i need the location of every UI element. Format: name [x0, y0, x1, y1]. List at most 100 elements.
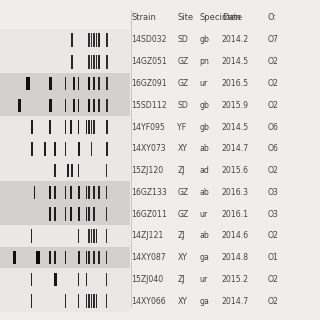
Bar — [106, 33, 108, 47]
Text: 2014.5: 2014.5 — [222, 57, 249, 66]
Bar — [34, 186, 35, 199]
Bar — [71, 164, 73, 177]
Text: 14XY087: 14XY087 — [131, 253, 166, 262]
Bar — [78, 273, 79, 286]
Bar — [0, 290, 130, 312]
Bar — [93, 207, 95, 221]
Bar — [65, 207, 66, 221]
Bar — [65, 251, 66, 264]
Bar — [91, 55, 92, 68]
Bar — [88, 229, 90, 243]
Text: SD: SD — [178, 36, 188, 44]
Bar — [106, 99, 108, 112]
Bar — [65, 99, 66, 112]
Bar — [91, 120, 92, 134]
Bar — [54, 142, 56, 156]
Text: ab: ab — [199, 188, 209, 197]
Bar — [44, 142, 46, 156]
Bar — [0, 116, 130, 138]
Bar — [85, 120, 87, 134]
Bar — [71, 55, 73, 68]
Text: 2015.6: 2015.6 — [222, 166, 249, 175]
Bar — [49, 251, 51, 264]
Text: ad: ad — [199, 166, 209, 175]
Bar — [88, 99, 91, 112]
Bar — [0, 203, 130, 225]
Bar — [78, 186, 80, 199]
Text: O7: O7 — [267, 36, 278, 44]
Text: O6: O6 — [267, 144, 278, 153]
Bar — [93, 229, 95, 243]
Bar — [78, 77, 79, 90]
Bar — [91, 229, 92, 243]
Text: O2: O2 — [267, 275, 278, 284]
Bar — [78, 229, 79, 243]
Text: Date: Date — [222, 13, 242, 22]
Bar — [99, 77, 100, 90]
Bar — [96, 55, 98, 68]
Bar — [54, 273, 57, 286]
Text: gb: gb — [199, 36, 209, 44]
Text: XY: XY — [178, 144, 188, 153]
Text: YF: YF — [178, 123, 187, 132]
Text: 2014.7: 2014.7 — [222, 144, 249, 153]
Bar — [0, 268, 130, 290]
Bar — [96, 294, 97, 308]
Bar — [106, 55, 108, 68]
Text: 15ZJ040: 15ZJ040 — [131, 275, 163, 284]
Bar — [91, 142, 92, 156]
Bar — [106, 77, 108, 90]
Bar — [99, 33, 100, 47]
Text: ZJ: ZJ — [178, 275, 185, 284]
Text: 2016.3: 2016.3 — [222, 188, 249, 197]
Bar — [106, 164, 107, 177]
Text: XY: XY — [178, 253, 188, 262]
Bar — [96, 229, 97, 243]
Text: 2016.1: 2016.1 — [222, 210, 249, 219]
Text: GZ: GZ — [178, 79, 188, 88]
Text: 2015.9: 2015.9 — [222, 101, 249, 110]
Bar — [106, 142, 108, 156]
Text: 16GZ133: 16GZ133 — [131, 188, 167, 197]
Text: 14XY066: 14XY066 — [131, 297, 166, 306]
Bar — [88, 55, 90, 68]
Bar — [93, 251, 95, 264]
Bar — [85, 294, 87, 308]
Bar — [0, 51, 130, 73]
Bar — [65, 294, 66, 308]
Text: ga: ga — [199, 253, 209, 262]
Text: O6: O6 — [267, 123, 278, 132]
Text: 14GZ051: 14GZ051 — [131, 57, 167, 66]
Text: 14SD032: 14SD032 — [131, 36, 167, 44]
Text: GZ: GZ — [178, 57, 188, 66]
Text: 16GZ091: 16GZ091 — [131, 79, 167, 88]
Bar — [0, 225, 130, 247]
Bar — [54, 164, 56, 177]
Bar — [26, 77, 30, 90]
Text: 14XY073: 14XY073 — [131, 144, 166, 153]
Text: ZJ: ZJ — [178, 166, 185, 175]
Bar — [31, 273, 32, 286]
Bar — [78, 251, 80, 264]
Bar — [65, 120, 66, 134]
Text: pn: pn — [199, 57, 209, 66]
Text: ab: ab — [199, 231, 209, 240]
Bar — [68, 164, 69, 177]
Bar — [99, 55, 100, 68]
Bar — [78, 164, 79, 177]
Bar — [78, 207, 80, 221]
Bar — [31, 120, 33, 134]
Bar — [93, 77, 95, 90]
Text: 14ZJ121: 14ZJ121 — [131, 231, 164, 240]
Bar — [106, 273, 107, 286]
Bar — [93, 186, 95, 199]
Text: ZJ: ZJ — [178, 231, 185, 240]
Bar — [78, 142, 80, 156]
Bar — [88, 33, 90, 47]
Text: O2: O2 — [267, 101, 278, 110]
Bar — [0, 247, 130, 268]
Text: Site: Site — [178, 13, 194, 22]
Bar — [93, 33, 95, 47]
Bar — [70, 207, 72, 221]
Text: 2014.8: 2014.8 — [222, 253, 249, 262]
